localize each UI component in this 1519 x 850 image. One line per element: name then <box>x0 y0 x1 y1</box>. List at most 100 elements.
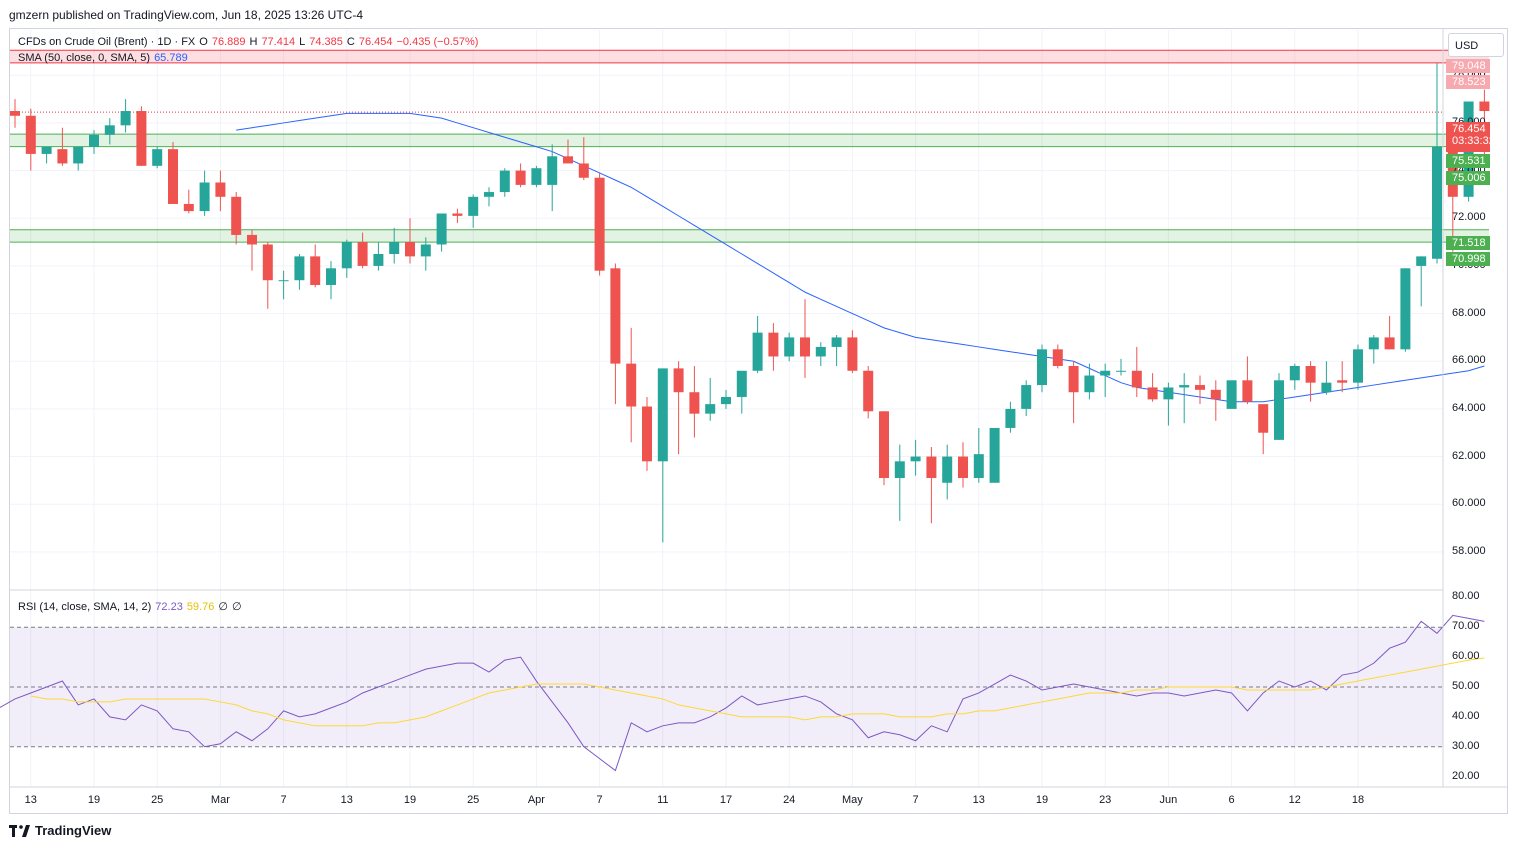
candle-body <box>1384 337 1395 350</box>
sma-polyline <box>236 112 1485 403</box>
candle-body <box>10 111 20 116</box>
candle-body <box>1131 370 1142 388</box>
candle-body <box>752 332 763 371</box>
rsi-tick-label: 30.00 <box>1452 739 1480 752</box>
legend-c-label: C <box>346 36 355 48</box>
pane-separator <box>10 28 1507 788</box>
legend-close: 76.454 <box>358 36 393 48</box>
support-zone <box>10 229 1489 243</box>
time-tick-label: 19 <box>87 794 101 806</box>
legend-sma: SMA (50, close, 0, SMA, 5) 65.789 <box>18 52 192 64</box>
candle-body <box>578 163 589 178</box>
legend-symbol: CFDs on Crude Oil (Brent) · 1D · FX <box>18 36 196 48</box>
time-tick-label: 19 <box>403 794 417 806</box>
price-tick-label: 66.000 <box>1452 354 1486 367</box>
candle-body <box>152 149 163 166</box>
candle-body <box>1163 387 1174 400</box>
last-price-value: 76.454 <box>1452 123 1486 135</box>
legend-rsi-label: RSI (14, close, SMA, 14, 2) <box>18 601 152 613</box>
candle-body <box>468 196 479 216</box>
candle-body <box>231 196 242 235</box>
price-tick-label: 64.000 <box>1452 401 1486 414</box>
candle-body <box>768 332 779 357</box>
legend-open: 76.889 <box>211 36 246 48</box>
time-tick-label: 6 <box>1228 794 1235 806</box>
legend-rsi-ma-value: 59.76 <box>186 601 215 613</box>
time-tick-label: 7 <box>596 794 603 806</box>
legend-rsi-extra1: ∅ <box>218 601 228 613</box>
candle-body <box>357 242 368 266</box>
candle-body <box>389 242 400 254</box>
candle-body <box>673 368 684 393</box>
candle-body <box>136 111 147 166</box>
countdown: 03:33:32 <box>1452 135 1495 147</box>
time-tick-label: Apr <box>527 794 545 806</box>
tradingview-logo-icon <box>9 824 30 837</box>
footer-brand[interactable]: TradingView <box>9 823 111 838</box>
candle-body <box>642 406 652 462</box>
candle-body <box>863 370 874 412</box>
candle-body <box>847 337 858 371</box>
candle-body <box>278 280 289 282</box>
candle-body <box>515 170 526 185</box>
candle-body <box>705 404 716 414</box>
time-tick-label: 18 <box>1351 794 1365 806</box>
grid <box>10 30 1443 787</box>
support-zone <box>10 134 1489 147</box>
candle-body <box>831 337 842 347</box>
candle-body <box>721 396 731 405</box>
candle-body <box>1068 366 1079 393</box>
legend-rsi-extra2: ∅ <box>231 601 242 613</box>
candle-body <box>73 146 84 164</box>
time-tick-label: May <box>842 794 863 806</box>
candles <box>10 63 1490 543</box>
candle-body <box>120 111 131 126</box>
candle-body <box>1226 380 1237 409</box>
candle-body <box>784 337 795 357</box>
candle-body <box>247 234 257 245</box>
candle-body <box>104 125 115 135</box>
candle-body <box>1052 349 1063 366</box>
rsi-tick-label: 80.00 <box>1452 590 1480 603</box>
candle-body <box>262 244 273 281</box>
candle-body <box>452 213 463 216</box>
legend-h-label: H <box>249 36 258 48</box>
candle-body <box>1479 101 1490 112</box>
time-tick-label: Mar <box>210 794 230 806</box>
candle-body <box>926 456 937 478</box>
candle-body <box>1432 146 1442 259</box>
candle-body <box>420 244 431 257</box>
candle-body <box>499 170 510 193</box>
support1-bottom-tag: 75.006 <box>1446 171 1490 185</box>
currency-button[interactable]: USD <box>1448 33 1504 57</box>
legend-rsi-value: 72.23 <box>155 601 183 613</box>
sma-line <box>236 112 1485 403</box>
candle-body <box>894 461 905 478</box>
candle-body <box>989 427 1000 483</box>
price-tick-label: 72.000 <box>1452 211 1486 224</box>
legend-sma-value: 65.789 <box>154 52 188 64</box>
candle-body <box>879 411 889 478</box>
candle-body <box>1242 380 1253 402</box>
candle-body <box>373 254 384 266</box>
time-tick-label: 17 <box>719 794 733 806</box>
candle-body <box>1021 385 1032 409</box>
legend-rsi: RSI (14, close, SMA, 14, 2) 72.23 59.76 ∅ ∅ <box>18 600 246 613</box>
price-tick-label: 62.000 <box>1452 449 1486 462</box>
candle-body <box>57 149 68 164</box>
candle-body <box>973 454 984 478</box>
price-tick-label: 60.000 <box>1452 497 1486 510</box>
legend-main: CFDs on Crude Oil (Brent) · 1D · FX O 76.8… <box>18 36 482 48</box>
legend-low: 74.385 <box>309 36 343 48</box>
candle-body <box>1005 408 1016 428</box>
time-tick-label: 7 <box>912 794 919 806</box>
candle-body <box>657 368 668 462</box>
resistance-top-tag: 79.048 <box>1446 59 1490 73</box>
candle-body <box>1084 375 1095 393</box>
price-tick-label: 68.000 <box>1452 306 1486 319</box>
resistance-zone <box>10 50 1489 63</box>
time-tick-label: 19 <box>1035 794 1049 806</box>
support2-bottom-tag: 70.998 <box>1446 252 1490 266</box>
candle-body <box>736 370 747 397</box>
